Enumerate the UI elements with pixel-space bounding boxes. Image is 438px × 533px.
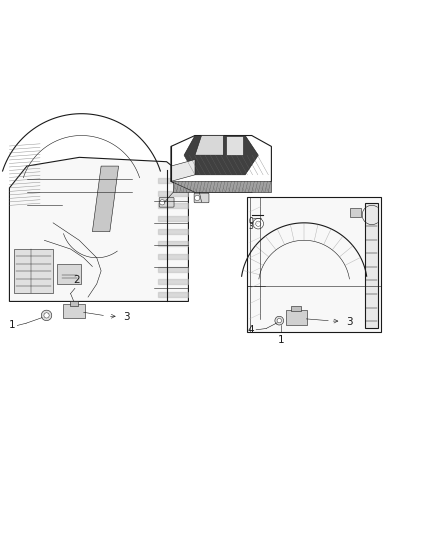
FancyBboxPatch shape xyxy=(159,198,174,207)
Polygon shape xyxy=(158,178,188,183)
FancyBboxPatch shape xyxy=(286,310,307,325)
Polygon shape xyxy=(226,135,243,155)
Polygon shape xyxy=(158,216,188,221)
FancyBboxPatch shape xyxy=(70,301,78,306)
Polygon shape xyxy=(10,157,188,302)
Text: 0: 0 xyxy=(248,217,253,226)
Polygon shape xyxy=(171,159,195,181)
Polygon shape xyxy=(184,135,258,175)
Circle shape xyxy=(275,316,284,325)
Polygon shape xyxy=(158,292,188,297)
Text: 1: 1 xyxy=(278,335,285,345)
FancyBboxPatch shape xyxy=(365,203,378,328)
Text: 3: 3 xyxy=(123,312,130,322)
Text: 3: 3 xyxy=(248,222,253,231)
Polygon shape xyxy=(158,266,188,272)
Polygon shape xyxy=(158,279,188,285)
Text: 1: 1 xyxy=(9,320,16,330)
Polygon shape xyxy=(171,135,272,192)
FancyBboxPatch shape xyxy=(350,208,361,217)
Circle shape xyxy=(253,219,264,229)
FancyBboxPatch shape xyxy=(14,249,53,293)
Polygon shape xyxy=(158,190,188,196)
Polygon shape xyxy=(158,241,188,246)
Circle shape xyxy=(44,313,49,318)
Circle shape xyxy=(194,195,200,200)
Polygon shape xyxy=(158,254,188,259)
Text: 2: 2 xyxy=(73,275,80,285)
Polygon shape xyxy=(173,181,272,192)
Polygon shape xyxy=(247,197,381,332)
FancyBboxPatch shape xyxy=(63,304,85,318)
Text: 4: 4 xyxy=(247,325,254,335)
FancyBboxPatch shape xyxy=(291,306,301,311)
Circle shape xyxy=(256,221,261,227)
Polygon shape xyxy=(158,229,188,234)
Circle shape xyxy=(277,318,282,323)
Circle shape xyxy=(159,200,165,205)
FancyBboxPatch shape xyxy=(57,264,81,284)
Polygon shape xyxy=(158,203,188,208)
Text: 3: 3 xyxy=(346,317,353,327)
Polygon shape xyxy=(92,166,119,231)
FancyBboxPatch shape xyxy=(194,193,209,203)
Polygon shape xyxy=(195,135,223,155)
Circle shape xyxy=(41,310,52,321)
